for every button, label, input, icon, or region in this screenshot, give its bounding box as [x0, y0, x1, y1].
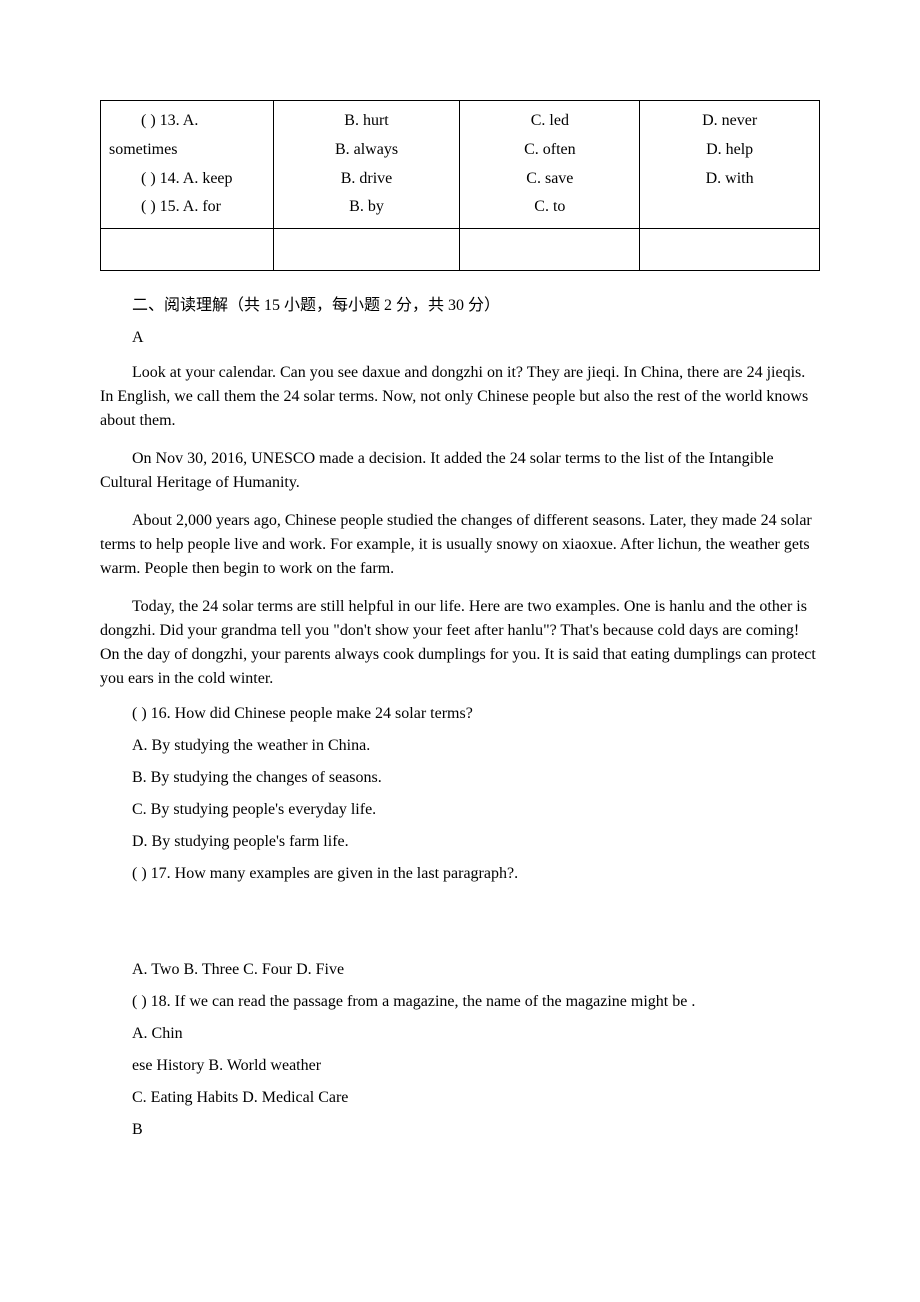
optd2: D. help — [648, 136, 811, 165]
col-c-cell: C. led C. often C. save C. to — [460, 101, 640, 229]
col-a-cell: ( ) 13. A. sometimes ( ) 14. A. keep ( )… — [101, 101, 274, 229]
q18-a2: ese History B. World weather — [100, 1057, 820, 1075]
optd1: D. never — [648, 107, 811, 136]
optb3: B. drive — [282, 165, 452, 194]
q16-a: A. By studying the weather in China. — [100, 737, 820, 755]
optc4: C. to — [468, 193, 631, 222]
blank-space — [100, 897, 820, 947]
passage-p1: Look at your calendar. Can you see daxue… — [100, 361, 820, 433]
optb4: B. by — [282, 193, 452, 222]
col-b-cell: B. hurt B. always B. drive B. by — [273, 101, 460, 229]
opt14a: ( ) 14. A. keep — [109, 165, 265, 194]
optb2: B. always — [282, 136, 452, 165]
empty-d — [640, 229, 820, 271]
passage-p3: About 2,000 years ago, Chinese people st… — [100, 509, 820, 581]
optb1: B. hurt — [282, 107, 452, 136]
optc3: C. save — [468, 165, 631, 194]
passage-p4: Today, the 24 solar terms are still help… — [100, 595, 820, 691]
optd3: D. with — [648, 165, 811, 194]
q18-a: A. Chin — [100, 1025, 820, 1043]
q16-c: C. By studying people's everyday life. — [100, 801, 820, 819]
q17-stem: ( ) 17. How many examples are given in t… — [100, 865, 820, 883]
q16-stem: ( ) 16. How did Chinese people make 24 s… — [100, 705, 820, 723]
opt15a: ( ) 15. A. for — [109, 193, 265, 222]
options-table: ( ) 13. A. sometimes ( ) 14. A. keep ( )… — [100, 100, 820, 271]
optc1: C. led — [468, 107, 631, 136]
opt13a: ( ) 13. A. sometimes — [109, 107, 265, 165]
empty-a — [101, 229, 274, 271]
q16-b: B. By studying the changes of seasons. — [100, 769, 820, 787]
passage-p2: On Nov 30, 2016, UNESCO made a decision.… — [100, 447, 820, 495]
passage-a: Look at your calendar. Can you see daxue… — [100, 361, 820, 691]
section-header: 二、阅读理解（共 15 小题，每小题 2 分，共 30 分） — [100, 291, 820, 315]
optc2: C. often — [468, 136, 631, 165]
empty-c — [460, 229, 640, 271]
empty-b — [273, 229, 460, 271]
passage-a-label: A — [100, 329, 820, 347]
q16-d: D. By studying people's farm life. — [100, 833, 820, 851]
q18-c: C. Eating Habits D. Medical Care — [100, 1089, 820, 1107]
passage-b-label: B — [100, 1121, 820, 1139]
col-d-cell: D. never D. help D. with — [640, 101, 820, 229]
q18-stem: ( ) 18. If we can read the passage from … — [100, 993, 820, 1011]
q17-options: A. Two B. Three C. Four D. Five — [100, 961, 820, 979]
